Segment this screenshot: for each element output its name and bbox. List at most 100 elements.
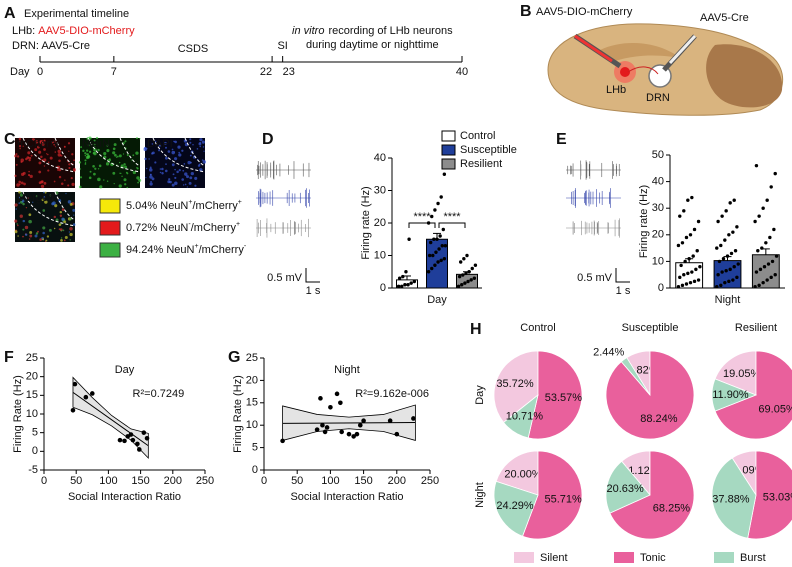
micrograph-cell — [182, 169, 185, 172]
data-point — [694, 267, 698, 272]
legend-label: Control — [460, 130, 495, 142]
micrograph-cell — [118, 154, 122, 158]
micrograph-cell — [27, 156, 30, 159]
y-tick-label: 10 — [26, 408, 38, 420]
data-point — [679, 263, 683, 268]
micrograph-cell — [184, 183, 187, 186]
micrograph-cell — [98, 164, 102, 168]
micrograph-cell — [72, 168, 76, 172]
micrograph-cell — [17, 235, 19, 237]
micrograph-cell — [93, 151, 97, 156]
y-tick-label: 15 — [26, 389, 38, 401]
legend-swatch — [614, 552, 634, 563]
micrograph-cell — [93, 143, 96, 146]
micrograph-cell — [165, 146, 168, 149]
micrograph-cell — [28, 219, 32, 224]
micrograph-cell — [177, 145, 181, 149]
micrograph-cell — [21, 172, 25, 177]
data-point — [760, 246, 764, 250]
micrograph-cell — [164, 169, 168, 173]
region-label: DRN — [646, 92, 670, 104]
micrograph-cell — [58, 175, 62, 179]
data-point — [346, 431, 352, 437]
cerebellum — [706, 44, 783, 108]
data-point — [466, 279, 470, 284]
micrograph-cell — [145, 176, 147, 179]
micrograph-cell — [35, 195, 38, 198]
micrograph-cell — [145, 167, 148, 170]
micrograph-cell — [73, 170, 76, 172]
micrograph-cell — [34, 140, 39, 144]
data-point — [412, 279, 417, 284]
micrograph-cell — [16, 155, 20, 158]
micrograph-cell — [178, 168, 181, 172]
legend-text-part: /mCherry — [199, 244, 245, 256]
micrograph-cell — [62, 229, 65, 232]
data-point — [727, 279, 731, 284]
micrograph-cell — [149, 182, 153, 186]
micrograph-cell — [14, 154, 17, 158]
micrograph-cell — [71, 182, 75, 186]
micrograph-cell — [64, 179, 66, 181]
data-point — [441, 227, 445, 232]
micrograph-cell — [42, 238, 45, 241]
micrograph-cell — [53, 140, 56, 144]
data-point — [682, 209, 686, 213]
data-point — [406, 283, 410, 287]
x-tick-label: 100 — [99, 475, 117, 487]
x-tick-label: 250 — [421, 475, 439, 487]
data-point — [733, 249, 738, 253]
micrograph-cell — [18, 202, 21, 204]
micrograph-cell — [23, 182, 26, 186]
legend-text: 94.24% NeuN+/mCherry- — [126, 243, 247, 256]
micrograph-cell — [125, 171, 128, 174]
legend-text-part: /mCherry — [191, 222, 237, 234]
data-point — [442, 257, 447, 261]
data-point — [696, 219, 701, 224]
panel-letter: F — [4, 349, 14, 366]
data-point — [736, 262, 740, 266]
pie-slice — [503, 393, 539, 439]
virus-label: DRN: AAV5-Cre — [12, 40, 90, 52]
micrograph-cell — [97, 168, 100, 170]
micrograph-cell — [42, 226, 46, 230]
slice-label: 2.44% — [593, 346, 624, 358]
data-point — [404, 270, 408, 274]
micrograph-cell — [47, 153, 49, 156]
data-point — [465, 253, 469, 258]
micrograph-cell — [34, 234, 38, 238]
micrograph-cell — [144, 157, 147, 161]
micrograph-cell — [43, 158, 47, 162]
micrograph-cell — [187, 160, 191, 165]
y-tick-label: 25 — [26, 352, 38, 364]
data-point — [725, 254, 730, 258]
data-point — [678, 275, 682, 280]
legend-swatch — [441, 144, 456, 156]
micrograph-cell — [43, 165, 46, 167]
micrograph-cell — [44, 200, 48, 204]
row-label: Night — [474, 482, 486, 508]
micrograph-cell — [53, 227, 56, 230]
data-point — [716, 219, 720, 224]
micrograph-cell — [95, 136, 99, 140]
data-point — [770, 259, 775, 264]
micrograph-cell — [14, 203, 18, 207]
pie-slice — [527, 350, 583, 440]
pie-slice — [714, 350, 757, 396]
region-outline — [87, 137, 141, 173]
data-point — [761, 280, 765, 285]
data-point — [280, 438, 285, 444]
micrograph-cell — [57, 169, 59, 171]
data-point — [715, 284, 719, 289]
micrograph-cell — [197, 164, 201, 167]
data-point — [437, 247, 441, 251]
micrograph-cell — [169, 180, 172, 184]
micrograph-cell — [25, 207, 28, 209]
y-tick-label: 10 — [652, 255, 664, 267]
virus-region: LHb: — [12, 25, 35, 37]
micrograph-cell — [176, 170, 179, 174]
data-point — [396, 284, 401, 289]
micrograph-cell — [27, 151, 31, 155]
micrograph-cell — [31, 138, 35, 141]
data-point — [334, 391, 340, 397]
